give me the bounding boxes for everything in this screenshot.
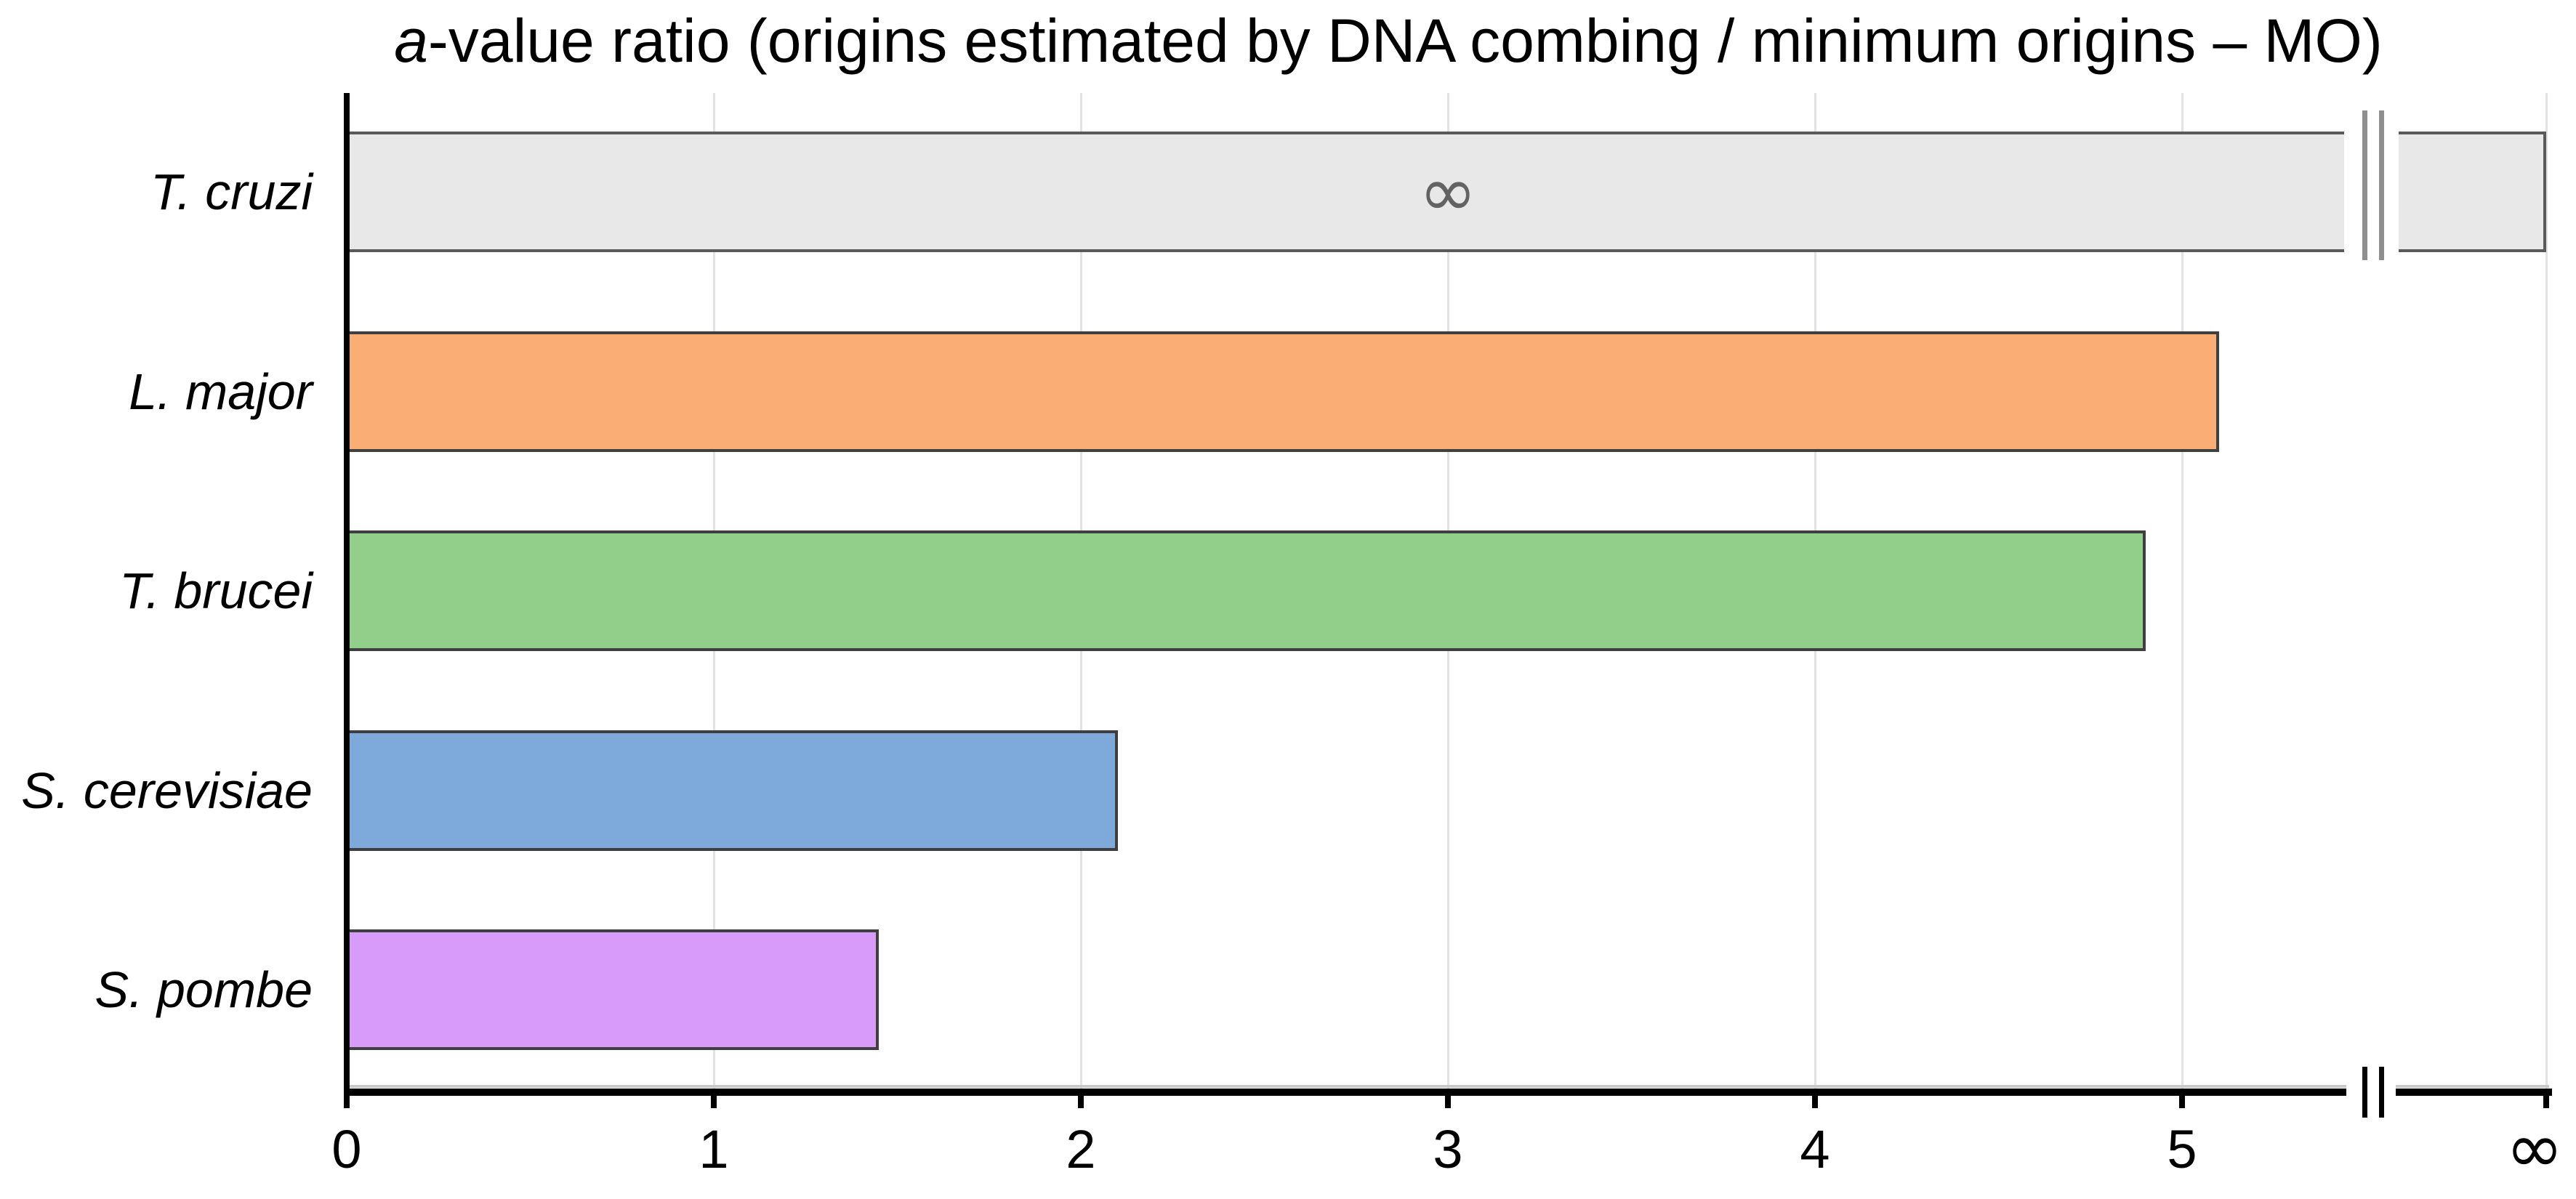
bar-break-line bbox=[2379, 110, 2384, 260]
axis-break-gap bbox=[2346, 1080, 2396, 1105]
bar-l-major bbox=[347, 331, 2219, 452]
x-axis-segment-left bbox=[344, 1089, 2348, 1096]
x-tick bbox=[344, 1089, 350, 1108]
x-axis-segment-right bbox=[2396, 1089, 2552, 1096]
axis-break-line bbox=[2379, 1067, 2384, 1118]
bar-break-gap bbox=[2344, 109, 2399, 263]
category-label: L. major bbox=[129, 363, 313, 420]
infinity-annotation: ∞ bbox=[1419, 151, 1477, 233]
bar-break-line bbox=[2362, 110, 2367, 260]
x-tick-infinity bbox=[2543, 1089, 2549, 1108]
x-tick bbox=[711, 1089, 717, 1108]
chart-title: a-value ratio (origins estimated by DNA … bbox=[394, 6, 2383, 76]
x-tick-label: 0 bbox=[331, 1119, 362, 1179]
chart-title-italic-a: a bbox=[394, 7, 428, 75]
x-tick bbox=[1812, 1089, 1818, 1108]
x-tick bbox=[1078, 1089, 1084, 1108]
axis-break-line bbox=[2362, 1067, 2367, 1118]
x-tick bbox=[1445, 1089, 1451, 1108]
bar-s-pombe bbox=[347, 929, 880, 1050]
plot-bottom-shadow-line bbox=[347, 1085, 2549, 1088]
x-tick-label: 3 bbox=[1433, 1119, 1463, 1179]
x-tick-label: 2 bbox=[1066, 1119, 1096, 1179]
x-tick-label: 1 bbox=[699, 1119, 729, 1179]
category-label: T. cruzi bbox=[150, 164, 313, 220]
y-axis-line bbox=[344, 93, 350, 1108]
bar-s-cerevisiae bbox=[347, 730, 1118, 851]
x-tick bbox=[2179, 1089, 2185, 1108]
x-tick-label: 5 bbox=[2167, 1119, 2197, 1179]
x-tick-label-infinity: ∞ bbox=[2505, 1107, 2564, 1189]
category-label: T. brucei bbox=[119, 562, 313, 619]
category-label: S. cerevisiae bbox=[21, 762, 313, 819]
bar-t-brucei bbox=[347, 530, 2146, 651]
category-label: S. pombe bbox=[94, 961, 313, 1018]
gridline bbox=[2181, 93, 2183, 1089]
gridline-infinity bbox=[2545, 93, 2548, 1089]
chart-title-text: -value ratio (origins estimated by DNA c… bbox=[427, 7, 2383, 75]
x-tick-label: 4 bbox=[1800, 1119, 1830, 1179]
bar-t-cruzi bbox=[347, 132, 2546, 252]
